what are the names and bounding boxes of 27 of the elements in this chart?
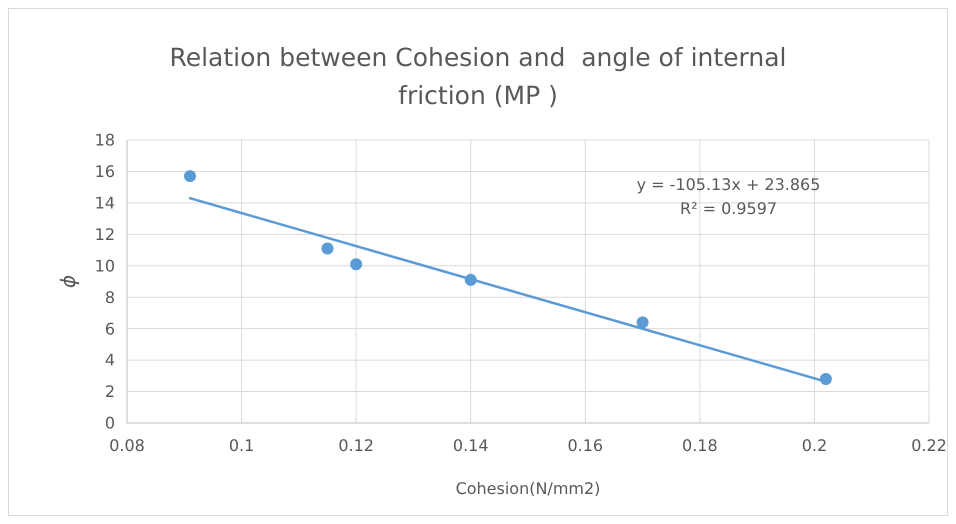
y-axis-title: ϕ xyxy=(56,274,80,288)
chart-title: Relation between Cohesion and angle of internal friction (MP ) xyxy=(169,43,787,110)
y-tick-label: 12 xyxy=(94,224,115,244)
x-tick-label: 0.22 xyxy=(911,436,947,455)
x-tick-label: 0.12 xyxy=(338,436,374,455)
y-tick-label: 14 xyxy=(94,193,115,212)
annotation: y = -105.13x + 23.865 xyxy=(636,174,820,194)
x-tick-label: 0.14 xyxy=(452,436,489,455)
y-tick-label: 2 xyxy=(104,382,115,402)
x-axis-title: Cohesion(N/mm2) xyxy=(456,479,600,498)
y-tick-label: 18 xyxy=(94,130,115,150)
x-tick-label: 0.08 xyxy=(109,436,145,455)
annotation: R² = 0.9597 xyxy=(680,198,778,218)
y-tick-label: 4 xyxy=(104,350,115,370)
point xyxy=(350,258,362,270)
x-tick-label: 0.18 xyxy=(682,436,718,455)
point xyxy=(322,242,334,254)
y-tick-label: 16 xyxy=(94,162,115,182)
x-tick-label: 0.2 xyxy=(802,436,828,455)
y-tick-label: 10 xyxy=(94,256,115,276)
y-tick-label: 8 xyxy=(104,288,115,307)
y-tick-label: 0 xyxy=(104,414,115,433)
point xyxy=(636,316,649,328)
y-tick-label: 6 xyxy=(104,319,115,338)
x-tick-label: 0.16 xyxy=(567,436,604,455)
point xyxy=(184,170,196,182)
x-tick-label: 0.1 xyxy=(228,436,254,455)
